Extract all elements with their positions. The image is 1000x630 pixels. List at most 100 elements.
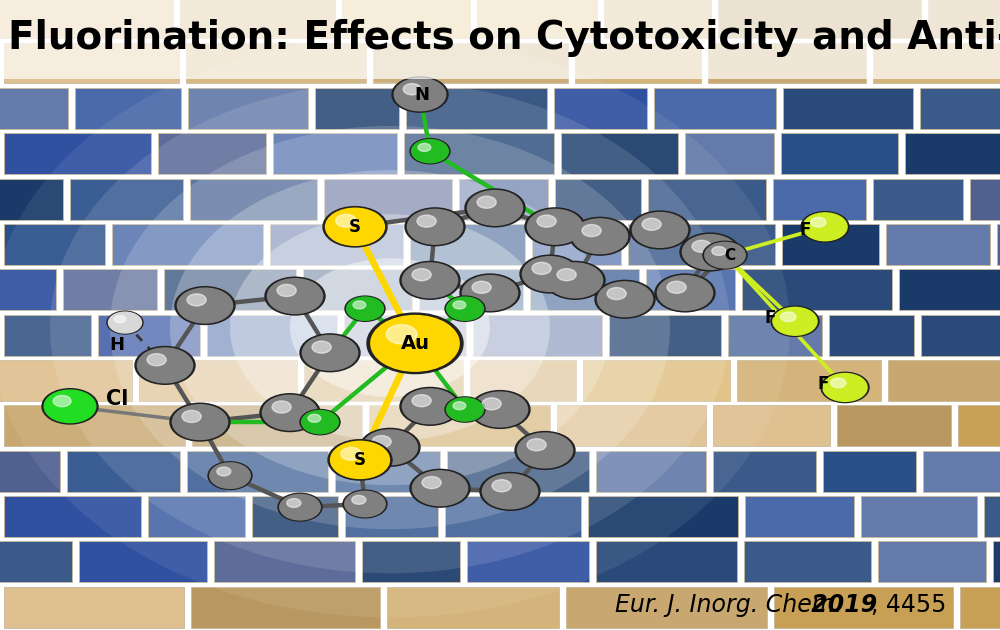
Circle shape bbox=[570, 217, 630, 255]
Circle shape bbox=[515, 432, 575, 469]
Circle shape bbox=[597, 282, 653, 317]
Bar bbox=[190, 179, 317, 220]
Circle shape bbox=[482, 398, 501, 410]
Circle shape bbox=[210, 463, 250, 488]
Circle shape bbox=[771, 306, 819, 336]
Circle shape bbox=[801, 212, 849, 242]
Bar bbox=[648, 179, 766, 220]
Bar bbox=[4, 587, 184, 627]
Circle shape bbox=[557, 268, 576, 281]
Circle shape bbox=[170, 403, 230, 441]
Bar bbox=[0, 542, 72, 582]
Bar bbox=[191, 587, 380, 627]
Circle shape bbox=[447, 297, 483, 320]
Bar bbox=[783, 88, 913, 129]
Circle shape bbox=[182, 410, 201, 423]
Circle shape bbox=[336, 214, 356, 227]
Bar bbox=[4, 406, 185, 446]
Bar bbox=[0, 360, 132, 401]
Bar bbox=[369, 406, 550, 446]
Bar bbox=[67, 451, 180, 491]
Bar bbox=[628, 224, 775, 265]
Bar bbox=[774, 587, 953, 627]
Bar bbox=[920, 88, 1000, 129]
Circle shape bbox=[821, 372, 869, 403]
Ellipse shape bbox=[290, 258, 490, 397]
Circle shape bbox=[175, 287, 235, 324]
Circle shape bbox=[472, 281, 491, 294]
Text: , 4455: , 4455 bbox=[871, 593, 946, 617]
Bar bbox=[0, 451, 60, 491]
Circle shape bbox=[470, 391, 530, 428]
Bar bbox=[923, 451, 1000, 491]
Bar bbox=[335, 451, 440, 491]
Bar bbox=[4, 315, 91, 355]
Bar bbox=[186, 43, 366, 84]
Circle shape bbox=[217, 467, 231, 476]
Bar bbox=[728, 315, 822, 355]
Bar bbox=[148, 496, 245, 537]
Circle shape bbox=[412, 471, 468, 506]
Circle shape bbox=[405, 208, 465, 246]
Bar bbox=[112, 224, 263, 265]
Circle shape bbox=[692, 240, 711, 253]
Circle shape bbox=[527, 438, 546, 451]
Circle shape bbox=[114, 316, 126, 323]
Bar bbox=[419, 270, 523, 311]
Circle shape bbox=[572, 219, 628, 254]
Circle shape bbox=[343, 490, 387, 518]
Circle shape bbox=[362, 430, 418, 465]
Bar bbox=[583, 360, 730, 401]
Circle shape bbox=[532, 262, 551, 275]
Circle shape bbox=[172, 404, 228, 440]
Circle shape bbox=[272, 401, 291, 413]
Bar bbox=[958, 406, 1000, 446]
Text: C: C bbox=[724, 248, 736, 263]
Bar bbox=[4, 134, 151, 175]
Circle shape bbox=[517, 433, 573, 468]
Bar bbox=[970, 179, 1000, 220]
Bar bbox=[566, 587, 767, 627]
Bar bbox=[362, 542, 460, 582]
Bar bbox=[708, 43, 866, 84]
Bar bbox=[192, 406, 362, 446]
Circle shape bbox=[417, 215, 436, 227]
Circle shape bbox=[465, 189, 525, 227]
Bar bbox=[685, 134, 774, 175]
Circle shape bbox=[367, 313, 463, 374]
Bar bbox=[555, 179, 641, 220]
Bar bbox=[829, 315, 914, 355]
Circle shape bbox=[187, 294, 206, 306]
Text: S: S bbox=[349, 218, 361, 236]
Circle shape bbox=[135, 346, 195, 384]
Bar bbox=[886, 224, 990, 265]
Circle shape bbox=[595, 280, 655, 318]
Circle shape bbox=[371, 316, 459, 371]
Circle shape bbox=[547, 263, 603, 298]
Bar bbox=[718, 0, 921, 38]
Bar bbox=[781, 134, 898, 175]
Circle shape bbox=[353, 301, 366, 309]
Bar bbox=[873, 43, 1000, 84]
Bar bbox=[75, 88, 181, 129]
Bar bbox=[782, 224, 879, 265]
Circle shape bbox=[682, 234, 738, 270]
Bar bbox=[997, 224, 1000, 265]
Circle shape bbox=[328, 440, 392, 480]
Bar bbox=[459, 179, 548, 220]
Circle shape bbox=[345, 296, 385, 321]
Circle shape bbox=[582, 224, 601, 237]
Circle shape bbox=[326, 209, 384, 245]
Circle shape bbox=[402, 389, 458, 424]
Bar bbox=[0, 0, 1000, 79]
Bar bbox=[905, 134, 1000, 175]
Bar bbox=[837, 406, 951, 446]
Circle shape bbox=[453, 402, 466, 410]
Circle shape bbox=[712, 246, 726, 255]
Circle shape bbox=[705, 243, 745, 268]
Ellipse shape bbox=[170, 170, 610, 485]
Circle shape bbox=[520, 255, 580, 293]
Circle shape bbox=[260, 394, 320, 432]
Circle shape bbox=[386, 324, 417, 344]
Bar bbox=[4, 43, 179, 84]
